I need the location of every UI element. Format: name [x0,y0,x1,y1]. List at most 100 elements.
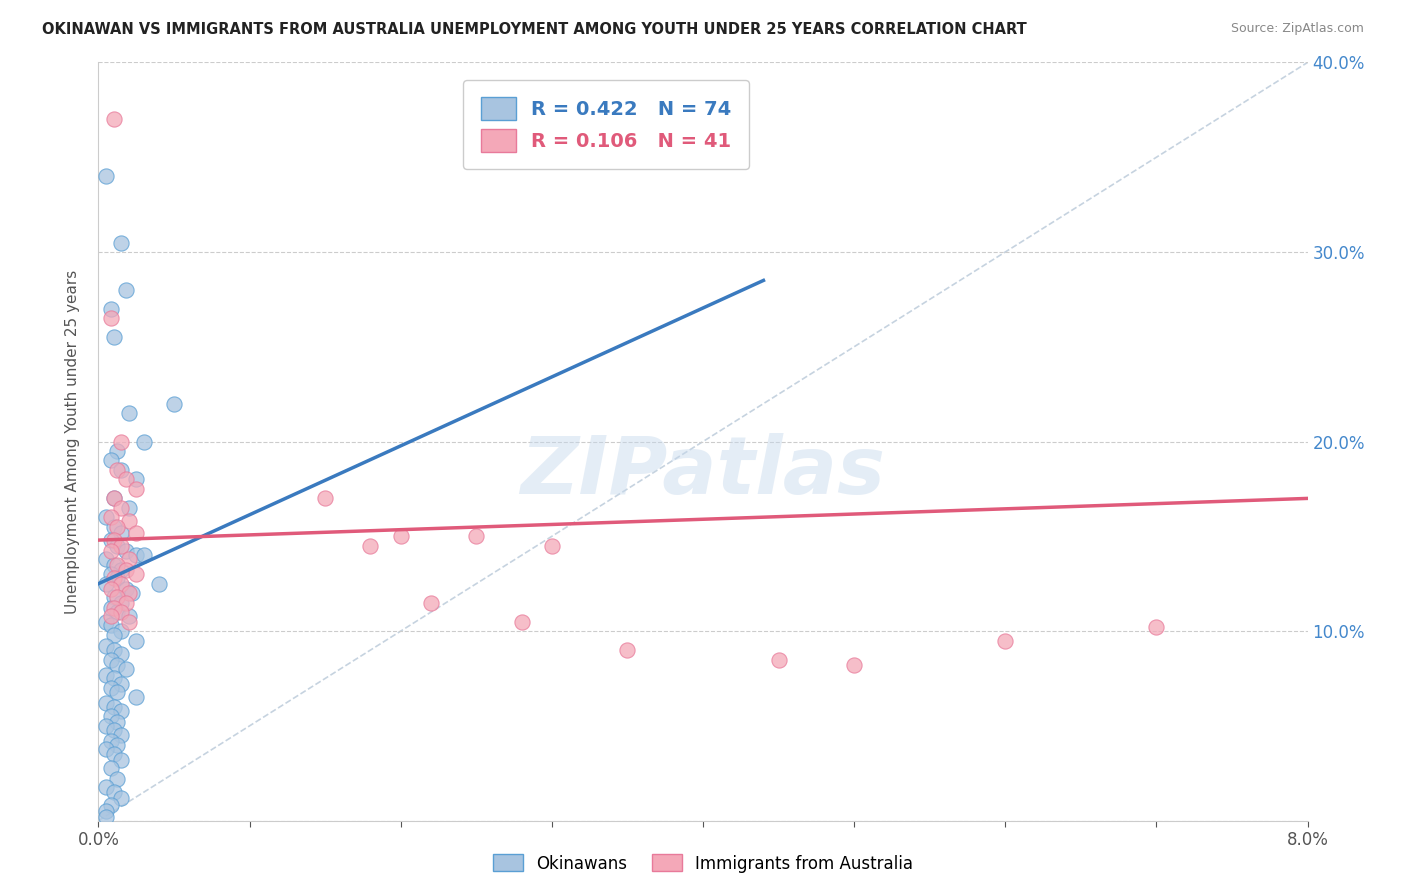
Point [110,539,132,553]
Point [125,548,148,563]
Text: ZIPatlas: ZIPatlas [520,433,886,511]
Point [103,330,125,344]
Point [94,552,117,566]
Point [1146,620,1168,634]
Point [105,772,128,786]
Y-axis label: Unemployment Among Youth under 25 years: Unemployment Among Youth under 25 years [65,269,80,614]
Point [110,235,132,250]
Point [114,473,136,487]
Point [110,791,132,805]
Point [118,586,141,600]
Point [94,615,117,629]
Point [114,662,136,676]
Point [114,596,136,610]
Point [94,810,117,824]
Point [110,500,132,515]
Point [94,696,117,710]
Point [100,618,122,632]
Point [105,738,128,752]
Point [94,719,117,733]
Point [103,491,125,506]
Point [103,112,125,127]
Point [105,658,128,673]
Point [465,529,488,543]
Point [103,571,125,585]
Point [389,529,412,543]
Point [105,605,128,619]
Point [125,482,148,496]
Point [105,558,128,572]
Point [118,406,141,420]
Point [103,520,125,534]
Point [420,596,443,610]
Point [110,463,132,477]
Point [103,533,125,548]
Point [103,558,125,572]
Point [100,601,122,615]
Point [118,552,141,566]
Point [103,590,125,604]
Text: OKINAWAN VS IMMIGRANTS FROM AUSTRALIA UNEMPLOYMENT AMONG YOUTH UNDER 25 YEARS CO: OKINAWAN VS IMMIGRANTS FROM AUSTRALIA UN… [42,22,1026,37]
Point [94,576,117,591]
Point [105,520,128,534]
Point [125,473,148,487]
Point [132,434,155,449]
Point [114,283,136,297]
Point [110,677,132,691]
Point [103,747,125,762]
Point [110,624,132,639]
Point [844,658,866,673]
Point [100,582,122,597]
Point [314,491,336,506]
Point [105,571,128,585]
Point [110,728,132,742]
Point [110,576,132,591]
Legend: Okinawans, Immigrants from Australia: Okinawans, Immigrants from Australia [486,847,920,880]
Point [94,667,117,681]
Point [105,685,128,699]
Point [118,500,141,515]
Point [94,741,117,756]
Point [100,544,122,558]
Point [103,628,125,642]
Point [114,582,136,597]
Point [105,715,128,730]
Point [100,734,122,748]
Point [105,539,128,553]
Point [100,567,122,582]
Point [994,633,1017,648]
Point [121,586,143,600]
Point [100,709,122,723]
Point [148,576,170,591]
Point [100,301,122,316]
Point [100,760,122,774]
Point [100,311,122,326]
Point [100,652,122,666]
Point [105,590,128,604]
Point [94,510,117,524]
Point [110,647,132,661]
Point [163,396,186,410]
Point [125,633,148,648]
Point [125,567,148,582]
Point [768,652,790,666]
Text: Source: ZipAtlas.com: Source: ZipAtlas.com [1230,22,1364,36]
Point [103,491,125,506]
Point [110,564,132,578]
Point [118,615,141,629]
Point [360,539,382,553]
Point [103,785,125,799]
Point [94,169,117,184]
Point [125,525,148,540]
Point [510,615,533,629]
Point [110,605,132,619]
Point [110,596,132,610]
Point [105,444,128,458]
Point [118,514,141,528]
Point [94,639,117,653]
Point [540,539,562,553]
Point [132,548,155,563]
Point [103,699,125,714]
Point [103,723,125,737]
Point [100,453,122,467]
